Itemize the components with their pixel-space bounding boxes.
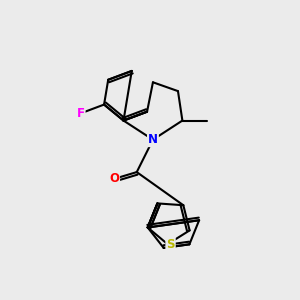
Text: S: S <box>166 238 175 251</box>
Text: F: F <box>76 107 85 120</box>
Text: O: O <box>109 172 119 185</box>
Text: N: N <box>148 133 158 146</box>
